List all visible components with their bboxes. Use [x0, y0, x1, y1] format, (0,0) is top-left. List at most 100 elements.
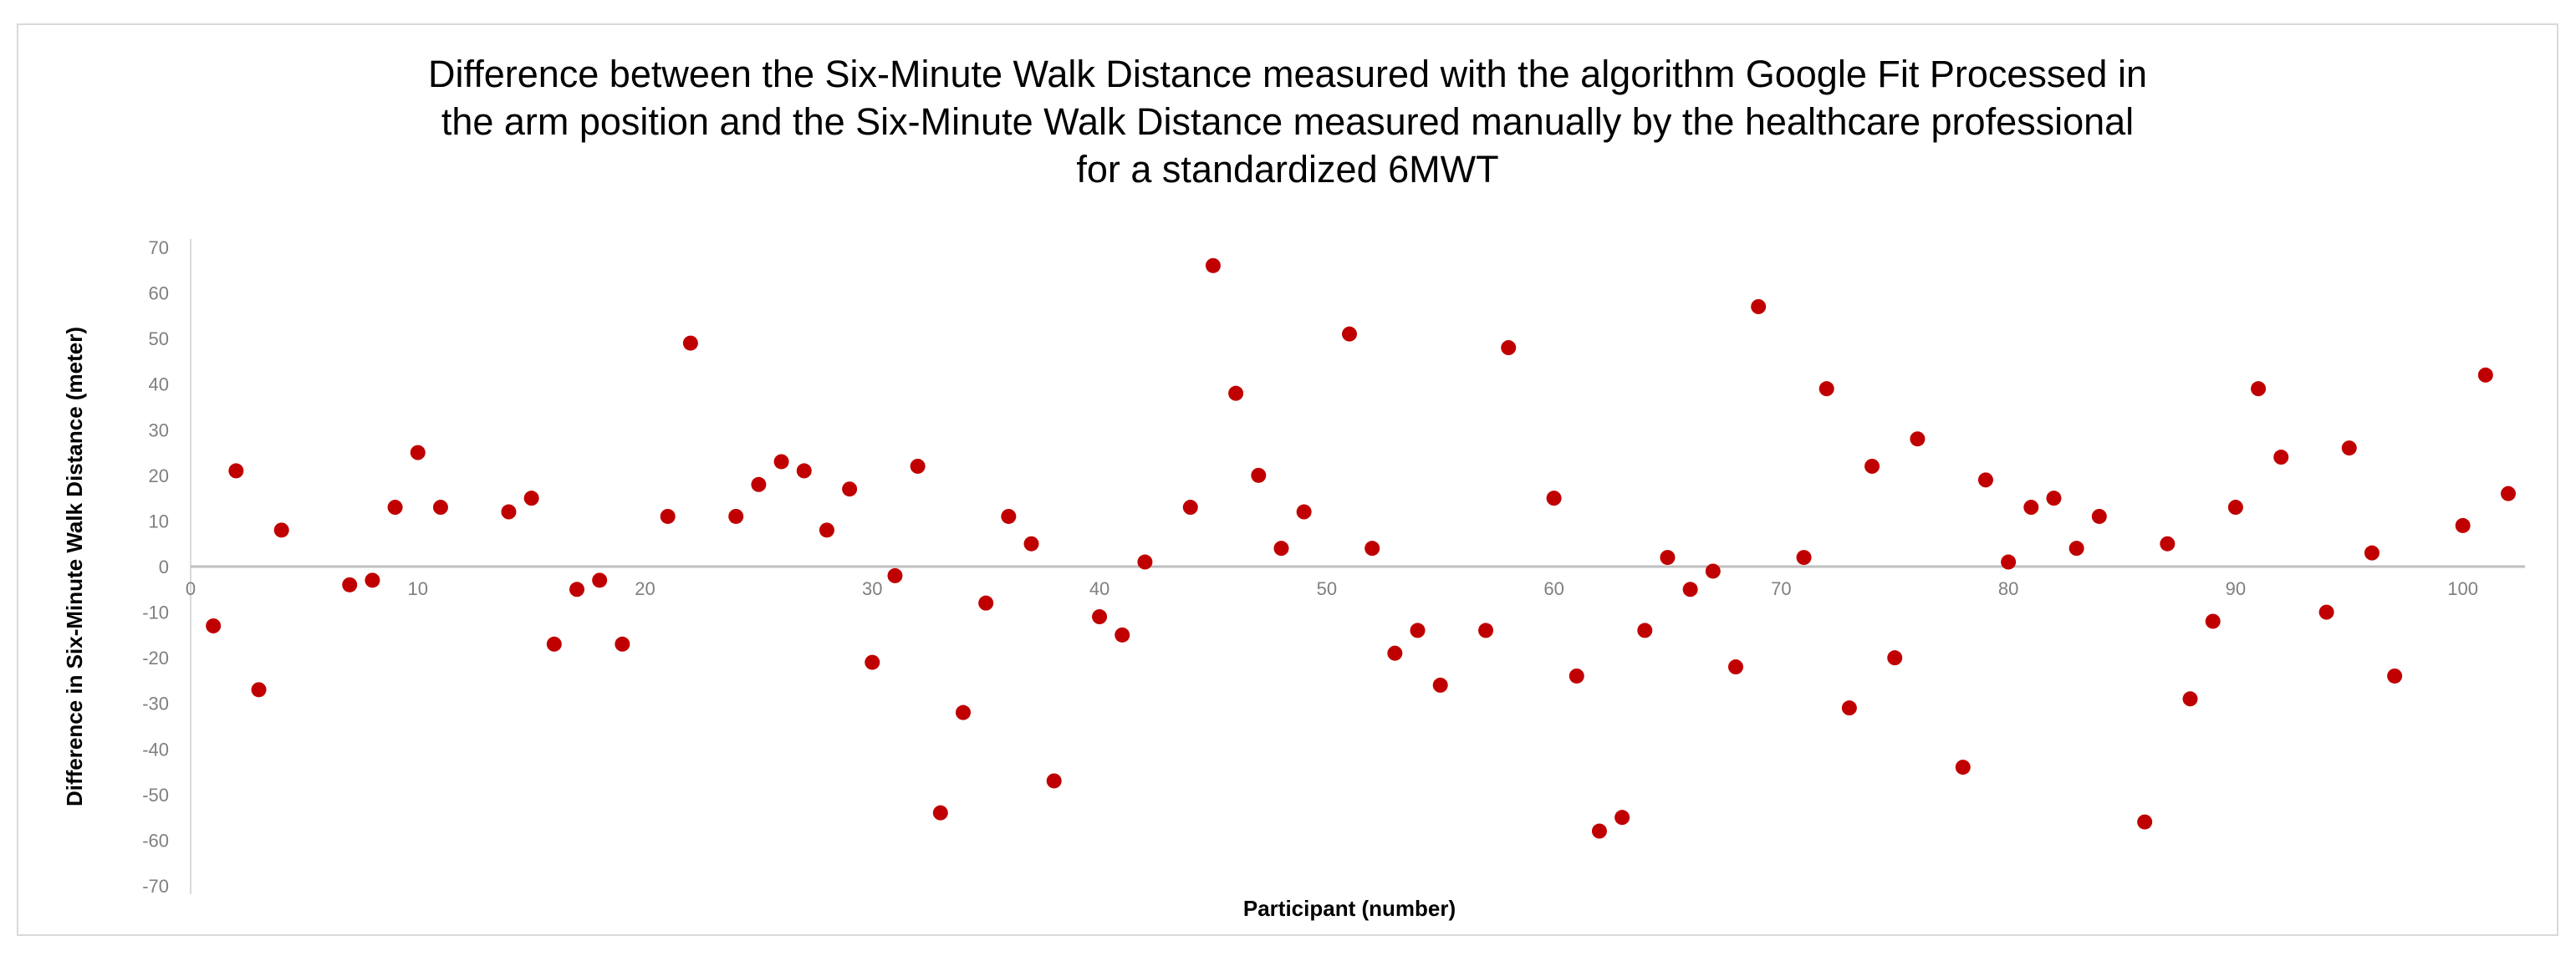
data-point	[2137, 814, 2153, 830]
data-point	[1728, 659, 1743, 675]
data-point	[387, 500, 403, 516]
data-point	[1955, 760, 1971, 775]
data-point	[819, 522, 834, 538]
data-point	[1751, 298, 1767, 314]
x-tick-label: 90	[2226, 578, 2246, 599]
data-point	[796, 463, 812, 479]
y-tick-label: 10	[149, 511, 169, 531]
data-point	[615, 636, 630, 652]
data-point	[1501, 340, 1517, 356]
y-tick-label: -20	[142, 648, 169, 669]
data-point	[1705, 563, 1721, 579]
x-axis-ticks: 0 10 20 30 40 50 60 70 80 90 100	[186, 578, 2478, 599]
data-point	[1432, 677, 1448, 693]
data-point	[1569, 668, 1584, 684]
data-point	[2273, 450, 2289, 465]
data-point	[546, 636, 562, 652]
data-point	[2318, 604, 2334, 620]
x-tick-label: 10	[408, 578, 428, 599]
data-point	[1796, 550, 1812, 566]
data-point	[1546, 491, 1562, 506]
y-tick-label: -70	[142, 876, 169, 897]
chart-frame: Difference between the Six-Minute Walk D…	[17, 23, 2558, 936]
data-point	[1387, 645, 1403, 661]
data-point	[1365, 541, 1380, 557]
data-point	[1660, 550, 1676, 566]
data-point	[1296, 504, 1312, 520]
data-point	[842, 481, 858, 497]
data-point	[956, 704, 971, 720]
y-axis-ticks: 70 60 50 40 30 20 10 0 -10 -20 -30 -40 -50 -60 -70	[142, 237, 169, 897]
data-point	[1637, 623, 1653, 638]
data-point	[1023, 536, 1039, 552]
data-point	[2341, 440, 2357, 456]
data-point	[1864, 458, 1880, 474]
data-point	[206, 618, 222, 633]
data-point	[2182, 691, 2198, 707]
data-point	[2046, 491, 2062, 506]
y-tick-label: 0	[159, 557, 169, 577]
y-tick-label: 60	[149, 283, 169, 304]
y-axis-title: Difference in Six-Minute Walk Distance (…	[62, 327, 87, 806]
data-point	[1273, 541, 1289, 557]
data-point	[1046, 773, 1062, 789]
chart-title-line-1: Difference between the Six-Minute Walk D…	[428, 53, 2147, 95]
y-tick-label: -60	[142, 830, 169, 851]
data-point	[501, 504, 517, 520]
data-point	[592, 572, 608, 588]
data-point	[523, 491, 539, 506]
data-point	[251, 682, 267, 698]
y-tick-label: 20	[149, 465, 169, 486]
data-point	[365, 572, 380, 588]
data-point	[410, 445, 426, 460]
data-point	[1115, 627, 1130, 643]
x-tick-label: 80	[1998, 578, 2018, 599]
data-point	[1478, 623, 1494, 638]
data-point	[2068, 541, 2084, 557]
data-points	[206, 257, 2516, 839]
data-point	[1614, 810, 1630, 826]
data-point	[660, 508, 676, 524]
data-point	[1001, 508, 1017, 524]
data-point	[1819, 381, 1834, 397]
data-point	[1841, 700, 1857, 716]
data-point	[1092, 609, 1108, 625]
y-tick-label: 40	[149, 374, 169, 395]
data-point	[910, 458, 926, 474]
data-point	[1342, 326, 1357, 342]
x-tick-label: 30	[862, 578, 882, 599]
data-point	[978, 595, 994, 611]
data-point	[2251, 381, 2267, 397]
data-point	[728, 508, 744, 524]
data-point	[2001, 554, 2017, 570]
data-point	[2023, 500, 2039, 516]
x-tick-label: 40	[1089, 578, 1109, 599]
data-point	[773, 454, 789, 470]
data-point	[1205, 257, 1221, 273]
x-tick-label: 0	[186, 578, 196, 599]
y-tick-label: 70	[149, 237, 169, 258]
y-tick-label: -10	[142, 603, 169, 623]
data-point	[228, 463, 244, 479]
data-point	[1910, 431, 1926, 447]
chart-title-line-3: for a standardized 6MWT	[1076, 148, 1499, 191]
data-point	[2205, 613, 2221, 629]
chart-title: Difference between the Six-Minute Walk D…	[18, 50, 2557, 193]
data-point	[865, 654, 880, 670]
data-point	[2387, 668, 2403, 684]
data-point	[1137, 554, 1153, 570]
data-point	[2091, 508, 2107, 524]
data-point	[2455, 517, 2471, 533]
data-point	[432, 500, 448, 516]
data-point	[1682, 582, 1698, 598]
x-tick-label: 20	[635, 578, 655, 599]
data-point	[1182, 500, 1198, 516]
data-point	[342, 577, 358, 592]
data-point	[887, 567, 903, 583]
data-point	[2227, 500, 2243, 516]
y-tick-label: -30	[142, 694, 169, 714]
data-point	[569, 582, 584, 598]
data-point	[1251, 467, 1267, 483]
x-tick-label: 70	[1771, 578, 1791, 599]
